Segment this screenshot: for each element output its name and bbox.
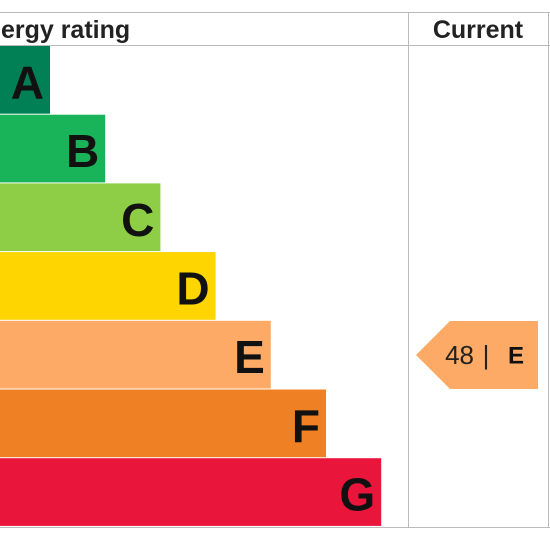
band-letter: F: [292, 400, 320, 452]
band-letter: B: [66, 125, 99, 177]
band-letter: C: [121, 194, 154, 246]
header-title: Energy rating: [0, 16, 130, 44]
band-bar: [0, 183, 161, 252]
band-bar: [0, 320, 271, 389]
band-letter: D: [176, 262, 209, 314]
current-rating: 48 | E: [416, 321, 538, 389]
current-band: E: [508, 343, 524, 370]
band-letter: A: [11, 56, 44, 108]
current-score: 48: [445, 340, 474, 370]
band-bar: [0, 46, 50, 114]
band-letter: G: [339, 469, 375, 521]
band-bar: [0, 389, 326, 458]
band-letter: E: [234, 331, 265, 383]
band-bar: [0, 114, 106, 183]
header-current: Current: [433, 16, 524, 44]
current-arrow: [416, 321, 538, 389]
separator: |: [483, 340, 490, 370]
band-bar: [0, 458, 382, 526]
band-bar: [0, 252, 216, 320]
